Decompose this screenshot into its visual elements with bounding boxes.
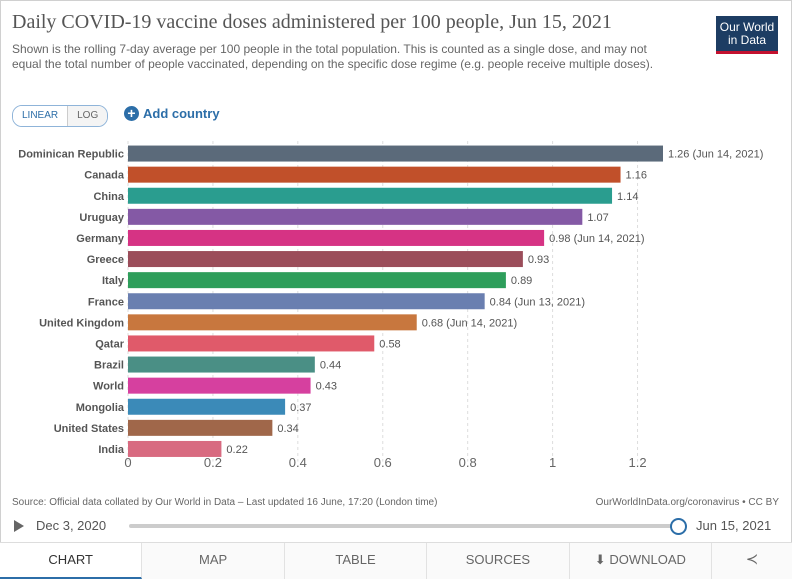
category-label: Uruguay [79,212,125,224]
category-label: Brazil [94,360,124,372]
category-label: World [93,381,124,393]
bar[interactable] [128,314,417,331]
value-label: 0.44 [320,360,341,372]
bar-chart: 0 0.2 0.4 0.6 0.8 1 1.2 Dominican Republic 1.26 … [18,141,763,470]
value-label: 0.22 [226,444,247,456]
share-button[interactable]: ≺ [712,543,792,579]
chart-title: Daily COVID-19 vaccine doses administere… [12,11,612,33]
log-scale-button[interactable]: LOG [68,106,108,126]
category-label: India [98,444,125,456]
tab-chart[interactable]: CHART [0,543,143,579]
bar[interactable] [128,251,523,268]
category-label: Germany [76,233,125,245]
category-label: United Kingdom [39,317,124,329]
value-label: 1.14 [617,191,638,203]
x-tick-label: 0.4 [289,455,307,470]
play-icon[interactable] [14,520,24,532]
value-label: 0.43 [316,381,337,393]
tab-sources[interactable]: SOURCES [427,543,570,579]
linear-scale-button[interactable]: LINEAR [13,106,69,126]
category-label: Greece [87,254,124,266]
value-label: 1.16 [626,170,647,182]
category-label: China [93,191,124,203]
bar[interactable] [128,229,545,246]
x-tick-label: 0.6 [374,455,392,470]
timeline-track[interactable] [129,524,681,528]
tab-map[interactable]: MAP [142,543,285,579]
bar[interactable] [128,145,663,162]
value-label: 0.37 [290,402,311,414]
tab-table[interactable]: TABLE [285,543,428,579]
bar[interactable] [128,356,315,373]
bar[interactable] [128,208,583,225]
value-label: 0.68 (Jun 14, 2021) [422,317,517,329]
bar[interactable] [128,419,273,436]
download-icon: ⬇ [594,552,606,567]
timeline-handle[interactable] [670,518,687,535]
share-icon: ≺ [745,551,759,568]
credit-link[interactable]: OurWorldInData.org/coronavirus • CC BY [595,497,779,508]
x-tick-label: 0 [124,455,131,470]
bar[interactable] [128,398,286,415]
category-label: Italy [102,275,125,287]
value-label: 0.98 (Jun 14, 2021) [549,233,644,245]
tab-download[interactable]: ⬇ DOWNLOAD [570,543,713,579]
download-label: DOWNLOAD [609,552,686,567]
category-label: Mongolia [76,402,125,414]
value-label: 0.34 [277,423,298,435]
bottom-tabs: CHART MAP TABLE SOURCES ⬇ DOWNLOAD ≺ [0,542,792,579]
scale-toggle: LINEAR LOG [12,105,109,127]
value-label: 1.07 [587,212,608,224]
category-label: Dominican Republic [18,149,124,161]
x-tick-label: 0.8 [459,455,477,470]
category-label: France [88,296,124,308]
logo-line-2: in Data [727,33,767,47]
add-country-label: Add country [143,106,220,121]
timeline-end-date: Jun 15, 2021 [696,518,772,533]
category-label: Canada [84,170,125,182]
timeline: Dec 3, 2020 Jun 15, 2021 [12,515,782,537]
value-label: 0.89 [511,275,532,287]
bar[interactable] [128,272,506,289]
bar[interactable] [128,293,485,310]
value-label: 0.93 [528,254,549,266]
plus-icon: + [124,106,139,121]
x-tick-label: 0.2 [204,455,222,470]
chart-subtitle: Shown is the rolling 7-day average per 1… [12,42,654,71]
bar[interactable] [128,335,375,352]
x-tick-label: 1 [549,455,556,470]
logo-line-1: Our World [719,20,775,34]
category-label: Qatar [95,338,124,350]
bar[interactable] [128,377,311,394]
owid-logo[interactable]: Our World in Data [716,16,778,54]
category-label: United States [54,423,124,435]
bar[interactable] [128,440,222,457]
source-note: Source: Official data collated by Our Wo… [12,497,438,508]
value-label: 0.84 (Jun 13, 2021) [490,296,585,308]
add-country-button[interactable]: + Add country [124,106,220,121]
value-label: 1.26 (Jun 14, 2021) [668,149,763,161]
x-tick-label: 1.2 [628,455,646,470]
value-label: 0.58 [379,338,400,350]
bar[interactable] [128,187,613,204]
bar[interactable] [128,166,621,183]
timeline-start-date: Dec 3, 2020 [36,518,107,533]
